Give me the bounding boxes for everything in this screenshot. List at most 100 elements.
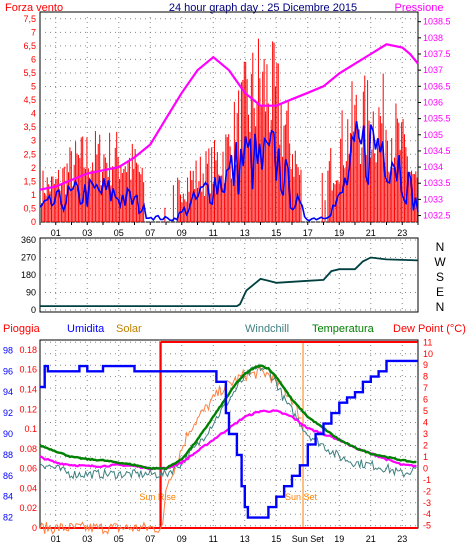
pressure-axis-label: Pressione (395, 2, 444, 14)
wind-y-tick-label: 2,5 (23, 149, 36, 159)
wind-y-tick-label: 5,5 (23, 68, 36, 78)
rain-y-tick-label: 0.16 (19, 365, 37, 375)
compass-label: S (436, 270, 444, 284)
legend-humidity: Umidita (67, 323, 105, 335)
wind-x-tick-label: 23 (397, 228, 407, 238)
wind-y-tick-label: 7 (31, 27, 36, 37)
wind-x-tick-label: 13 (240, 228, 250, 238)
temp-y-tick-label: 2 (423, 440, 428, 450)
pressure-y-tick-label: 1033 (423, 194, 443, 204)
temp-x-tick-label: 03 (82, 534, 92, 544)
legend-solar: Solar (116, 323, 142, 335)
temp-y-tick-label: -4 (423, 509, 431, 519)
temp-x-tick-label: 23 (397, 534, 407, 544)
pressure-y-tick-label: 1033.5 (423, 178, 451, 188)
temp-y-tick-label: 10 (423, 349, 433, 359)
humidity-y-tick-label: 82 (3, 513, 13, 523)
rain-y-tick-label: 0.02 (19, 503, 37, 513)
wind-x-tick-label: 05 (114, 228, 124, 238)
temp-y-tick-label: -3 (423, 498, 431, 508)
wind-average-line (39, 121, 419, 222)
wind-y-tick-label: 6 (31, 54, 36, 64)
temp-x-tick-label: 15 (271, 534, 281, 544)
wind-y-tick-label: 3,5 (23, 122, 36, 132)
pressure-y-tick-label: 1032.5 (423, 211, 451, 221)
temp-y-tick-label: 9 (423, 360, 428, 370)
direction-y-tick-label: 90 (26, 288, 36, 298)
humidity-y-tick-label: 94 (3, 387, 13, 397)
humidity-y-tick-label: 92 (3, 408, 13, 418)
pressure-y-tick-label: 1038 (423, 33, 443, 43)
temp-y-tick-label: 8 (423, 372, 428, 382)
sunrise-annotation: Sun Rise (139, 492, 176, 502)
temp-x-tick-label: Sun Set (292, 534, 325, 544)
temp-y-tick-label: 4 (423, 418, 428, 428)
temp-y-tick-label: -2 (423, 486, 431, 496)
windchill-line (39, 363, 417, 480)
temp-y-tick-label: 0 (423, 463, 428, 473)
pressure-y-tick-label: 1037 (423, 65, 443, 75)
direction-y-tick-label: 0 (31, 305, 36, 315)
pressure-line (39, 43, 419, 191)
temp-x-tick-label: 07 (145, 534, 155, 544)
temp-x-tick-label: 21 (366, 534, 376, 544)
wind-y-tick-label: 6,5 (23, 41, 36, 51)
rain-y-tick-label: 0.08 (19, 444, 37, 454)
temp-x-tick-label: 11 (209, 534, 218, 544)
humidity-y-tick-label: 86 (3, 471, 13, 481)
pressure-y-tick-label: 1035.5 (423, 114, 451, 124)
wind-y-tick-label: 2 (31, 163, 36, 173)
sunset-annotation: Sun Set (285, 492, 318, 502)
pressure-y-tick-label: 1037.5 (423, 49, 451, 59)
wind-y-tick-label: 3 (31, 136, 36, 146)
solar-line (39, 365, 302, 535)
legend-windchill: Windchill (245, 323, 289, 335)
wind-y-tick-label: 5 (31, 82, 36, 92)
wind-y-tick-label: 4,5 (23, 95, 36, 105)
humidity-y-tick-label: 88 (3, 450, 13, 460)
temp-x-tick-label: 09 (177, 534, 187, 544)
wind-y-tick-label: 0 (31, 217, 36, 227)
temp-y-tick-label: 3 (423, 429, 428, 439)
wind-y-tick-label: 0,5 (23, 203, 36, 213)
humidity-line (40, 359, 418, 519)
pressure-y-tick-label: 1035 (423, 130, 443, 140)
wind-x-tick-label: 15 (271, 228, 281, 238)
direction-y-tick-label: 180 (21, 270, 36, 280)
temp-x-tick-label: 05 (114, 534, 124, 544)
wind-y-tick-label: 7,5 (23, 14, 36, 24)
wind-x-tick-label: 11 (209, 228, 218, 238)
temp-x-tick-label: 01 (51, 534, 61, 544)
temperature-line (39, 364, 417, 471)
humidity-y-tick-label: 98 (3, 345, 13, 355)
direction-y-tick-label: 270 (21, 253, 36, 263)
rain-y-tick-label: 0.18 (19, 345, 37, 355)
pressure-y-tick-label: 1034.5 (423, 146, 451, 156)
pressure-y-tick-label: 1036 (423, 97, 443, 107)
wind-x-tick-label: 09 (177, 228, 187, 238)
wind-y-tick-label: 1 (31, 190, 36, 200)
rain-y-tick-label: 0.1 (24, 424, 37, 434)
temp-y-tick-label: 7 (423, 383, 428, 393)
temp-x-tick-label: 13 (240, 534, 250, 544)
rain-y-tick-label: 0.04 (19, 483, 37, 493)
humidity-y-tick-label: 84 (3, 492, 13, 502)
humidity-y-tick-label: 90 (3, 429, 13, 439)
wind-direction-line (40, 256, 419, 308)
humidity-y-tick-label: 96 (3, 366, 13, 376)
temp-y-tick-label: 5 (423, 406, 428, 416)
pressure-y-tick-label: 1038.5 (423, 17, 451, 27)
chart-title: 24 hour graph day : 25 Dicembre 2015 (169, 2, 357, 14)
compass-label: E (436, 285, 444, 299)
legend-rain: Pioggia (3, 323, 41, 335)
temp-y-tick-label: 11 (423, 337, 432, 347)
pressure-y-tick-label: 1036.5 (423, 81, 451, 91)
wind-y-tick-label: 4 (31, 109, 36, 119)
direction-y-tick-label: 360 (21, 235, 36, 245)
rain-y-tick-label: 0.14 (19, 384, 37, 394)
pressure-y-tick-label: 1034 (423, 162, 443, 172)
legend-temperature: Temperatura (312, 323, 375, 335)
legend-dewpoint: Dew Point (°C) (393, 323, 466, 335)
wind-x-tick-label: 07 (145, 228, 155, 238)
